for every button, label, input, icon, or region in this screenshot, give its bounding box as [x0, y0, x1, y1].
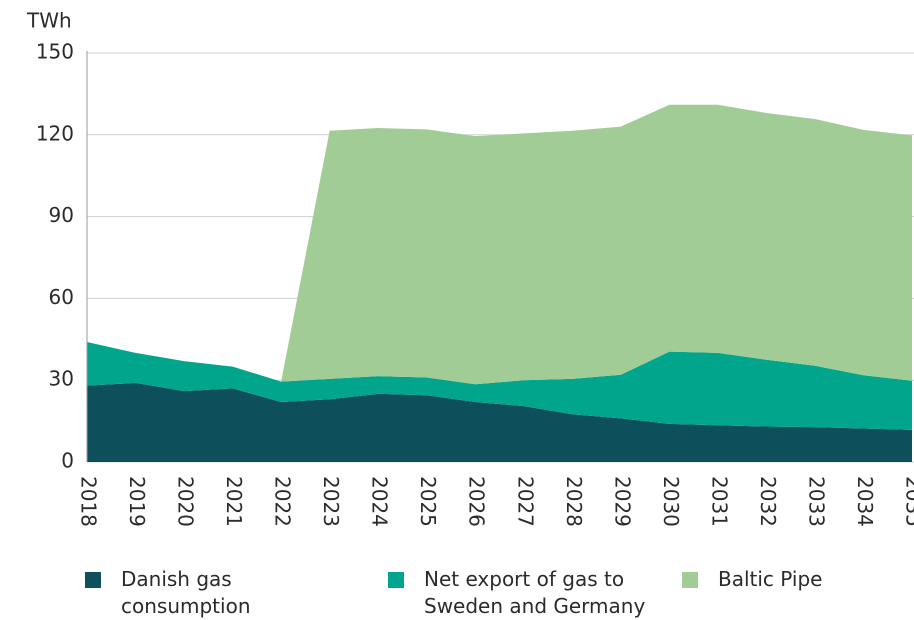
- legend-item: Net export of gas to Sweden and Germany: [388, 566, 648, 620]
- x-tick-label: 2032: [756, 476, 780, 527]
- legend-item: Danish gas consumption: [85, 566, 255, 620]
- x-tick-label: 2023: [319, 476, 343, 527]
- y-tick-label: 90: [49, 203, 74, 227]
- x-tick-label: 2031: [707, 476, 731, 527]
- x-tick-label: 2020: [174, 476, 198, 527]
- legend-swatch: [388, 572, 404, 588]
- y-tick-label: 150: [36, 40, 74, 64]
- x-tick-label: 2024: [368, 476, 392, 527]
- legend-label: Baltic Pipe: [718, 566, 822, 593]
- x-tick-label: 2025: [416, 476, 440, 527]
- x-tick-label: 2030: [659, 476, 683, 527]
- legend-swatch: [85, 572, 101, 588]
- x-tick-label: 2021: [222, 476, 246, 527]
- y-tick-label: 30: [49, 367, 74, 391]
- x-tick-label: 2018: [77, 476, 101, 527]
- y-axis-label: TWh: [26, 9, 72, 33]
- x-tick-label: 2035: [902, 476, 914, 527]
- x-tick-label: 2022: [271, 476, 295, 527]
- legend-swatch: [682, 572, 698, 588]
- x-tick-label: 2029: [610, 476, 634, 527]
- y-tick-label: 120: [36, 121, 74, 145]
- x-tick-label: 2034: [853, 476, 877, 527]
- legend-label: Danish gas consumption: [121, 566, 255, 620]
- area: [87, 105, 912, 384]
- legend-item: Baltic Pipe: [682, 566, 882, 593]
- y-tick-label: 60: [49, 285, 74, 309]
- y-tick-label: 0: [61, 449, 74, 473]
- x-tick-label: 2019: [125, 476, 149, 527]
- x-tick-label: 2033: [804, 476, 828, 527]
- x-tick-label: 2026: [465, 476, 489, 527]
- legend-label: Net export of gas to Sweden and Germany: [424, 566, 648, 620]
- x-tick-label: 2027: [513, 476, 537, 527]
- x-tick-label: 2028: [562, 476, 586, 527]
